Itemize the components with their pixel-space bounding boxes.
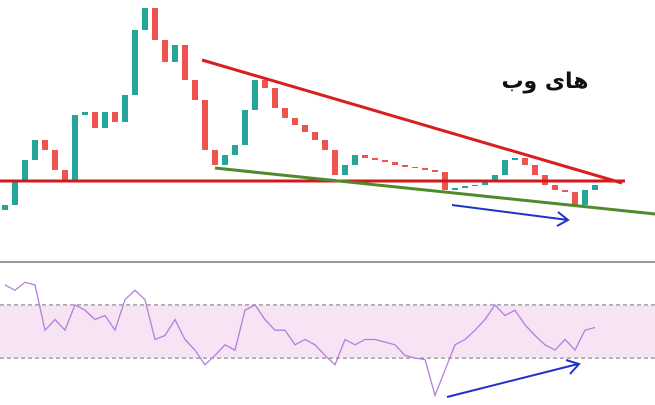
candle (2, 205, 8, 210)
candle (142, 8, 148, 30)
candle (402, 165, 408, 167)
candle (272, 88, 278, 108)
candle (532, 165, 538, 175)
candle (392, 162, 398, 165)
candle (322, 140, 328, 150)
candle (482, 182, 488, 185)
candle (102, 112, 108, 128)
candle (202, 100, 208, 150)
candle (292, 118, 298, 125)
support-trendline (214, 166, 655, 216)
candle (302, 125, 308, 132)
candle (122, 95, 128, 122)
candle (352, 155, 358, 165)
candle (92, 112, 98, 128)
resistance-trendline (201, 58, 623, 185)
candle (62, 170, 68, 180)
candle (182, 45, 188, 80)
candle (172, 45, 178, 62)
candle (42, 140, 48, 150)
candle (502, 160, 508, 175)
candle (72, 115, 78, 180)
arrow-head (565, 359, 581, 375)
candle (22, 160, 28, 180)
candle (362, 155, 368, 158)
candle (12, 180, 18, 205)
divergence-arrow (451, 204, 569, 221)
candle (512, 158, 518, 160)
candle (422, 168, 428, 170)
candle (472, 185, 478, 186)
candle (412, 167, 418, 168)
candle (222, 155, 228, 165)
candle (522, 158, 528, 165)
annotation: های وب (501, 69, 588, 94)
candle (232, 145, 238, 155)
candle (582, 190, 588, 205)
candles (2, 8, 598, 210)
candle (282, 108, 288, 118)
candle (242, 110, 248, 145)
rsi-divergence-arrow (446, 363, 579, 398)
candle (492, 175, 498, 182)
arrow-head (556, 211, 570, 227)
rsi-line (4, 281, 596, 398)
candle (192, 80, 198, 100)
candle (52, 150, 58, 170)
candle (342, 165, 348, 175)
candle (32, 140, 38, 160)
candle (382, 160, 388, 162)
candle (552, 185, 558, 190)
candle (132, 30, 138, 95)
rsi-band (0, 304, 655, 359)
candle (592, 185, 598, 190)
candle (562, 190, 568, 192)
candle (312, 132, 318, 140)
candle (82, 112, 88, 115)
rsi-pane (0, 281, 655, 398)
candle (162, 40, 168, 62)
candle (572, 192, 578, 205)
candle (262, 80, 268, 88)
candle (152, 8, 158, 40)
candle (212, 150, 218, 165)
candle (432, 170, 438, 172)
candle (372, 158, 378, 160)
candle (112, 112, 118, 122)
candle (252, 80, 258, 110)
candle (462, 186, 468, 188)
candle (452, 188, 458, 190)
candle (332, 150, 338, 175)
